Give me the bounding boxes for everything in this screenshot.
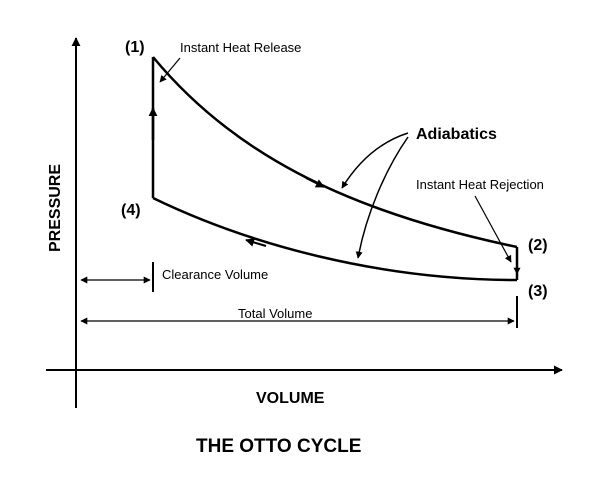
point-3-label: (3) bbox=[528, 283, 548, 300]
adiabatics-pointer-upper bbox=[341, 132, 409, 189]
heat-rejection-label: Instant Heat Rejection bbox=[416, 177, 544, 192]
point-1-label: (1) bbox=[125, 39, 145, 56]
heat-rejection-pointer bbox=[474, 195, 512, 263]
expansion-adiabatic-curve bbox=[152, 56, 518, 249]
adiabatics-label: Adiabatics bbox=[416, 126, 497, 143]
heat-release-label: Instant Heat Release bbox=[180, 40, 301, 55]
point-2-label: (2) bbox=[528, 237, 548, 254]
x-axis-label: VOLUME bbox=[256, 390, 325, 407]
compression-direction-arrow bbox=[245, 238, 267, 247]
compression-adiabatic-curve bbox=[152, 196, 518, 282]
heat-release-pointer bbox=[159, 57, 181, 83]
expansion-direction-arrow bbox=[305, 177, 325, 188]
diagram-title: THE OTTO CYCLE bbox=[196, 436, 361, 457]
total-volume-label: Total Volume bbox=[238, 306, 312, 321]
point-4-label: (4) bbox=[121, 202, 141, 219]
y-axis-label: PRESSURE bbox=[47, 164, 64, 252]
adiabatics-pointer-lower bbox=[355, 136, 409, 259]
clearance-volume-label: Clearance Volume bbox=[162, 267, 268, 282]
